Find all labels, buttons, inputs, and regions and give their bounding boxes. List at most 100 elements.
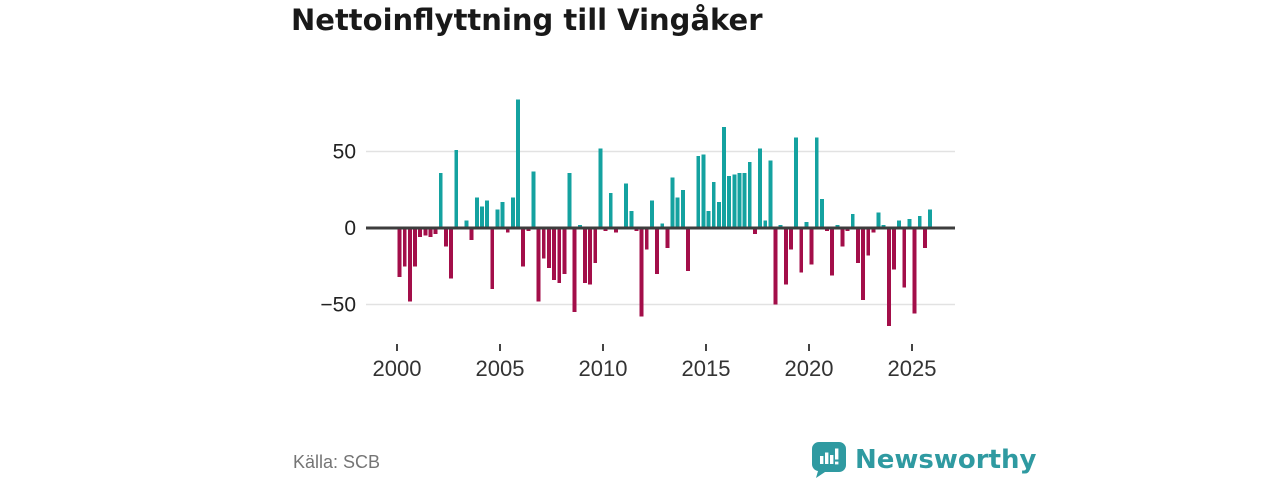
bar-2020-Q2	[814, 137, 819, 228]
bar-2023-Q1	[871, 228, 876, 233]
bar-2004-Q2	[485, 200, 490, 228]
bar-2002-Q3	[449, 228, 453, 279]
zero-axis-line	[366, 226, 955, 230]
bar-2003-Q3	[469, 228, 474, 241]
bar-2025-Q1	[912, 228, 917, 314]
bar-2004-Q1	[480, 206, 484, 228]
bar-2009-Q1	[583, 228, 587, 284]
bar-2020-Q3	[819, 198, 824, 228]
bar-2010-Q2	[608, 192, 613, 228]
bar-2012-Q1	[644, 228, 649, 250]
bar-2016-Q2	[732, 174, 737, 228]
bar-2025-Q4	[928, 209, 932, 228]
bar-2007-Q1	[541, 228, 546, 259]
bar-2023-Q3	[881, 224, 886, 228]
bar-2020-Q4	[825, 228, 829, 232]
bar-2014-Q4	[701, 154, 706, 228]
bar-2011-Q3	[634, 228, 639, 232]
bar-2008-Q2	[567, 172, 572, 228]
bar-2019-Q1	[789, 228, 793, 250]
bar-2021-Q4	[845, 228, 850, 232]
bar-2017-Q3	[758, 148, 762, 228]
bar-2024-Q3	[902, 228, 907, 288]
bar-2004-Q3	[490, 228, 495, 290]
bar-2023-Q4	[886, 228, 891, 326]
bar-2023-Q2	[876, 212, 881, 228]
chart-title: Nettoinflyttning till Vingåker	[291, 3, 763, 37]
bar-2012-Q4	[660, 223, 665, 228]
bar-2017-Q2	[752, 228, 757, 235]
bar-2015-Q2	[711, 182, 716, 228]
bar-2022-Q1	[850, 214, 855, 228]
bar-2016-Q1	[727, 175, 732, 228]
bar-2015-Q1	[706, 211, 711, 228]
bar-2016-Q4	[742, 172, 747, 228]
bar-2013-Q2	[670, 177, 675, 228]
bar-2017-Q1	[747, 162, 752, 228]
bar-2018-Q3	[778, 224, 783, 228]
bar-2019-Q3	[799, 228, 804, 273]
bar-2011-Q4	[639, 228, 644, 317]
bar-2014-Q1	[686, 228, 690, 271]
y-axis-label-50: 50	[333, 141, 356, 164]
bar-2008-Q1	[562, 228, 567, 274]
bar-2010-Q1	[603, 228, 608, 232]
x-axis-label-2020: 2020	[785, 356, 834, 381]
bar-2006-Q1	[521, 228, 526, 267]
bar-2007-Q4	[557, 228, 562, 284]
newsworthy-logo: Newsworthy	[812, 442, 1036, 478]
bar-2015-Q3	[716, 201, 721, 228]
bar-2017-Q4	[763, 220, 768, 228]
bar-2000-Q1	[397, 228, 402, 277]
x-axis-label-2005: 2005	[476, 356, 525, 381]
bar-2005-Q4	[516, 99, 520, 228]
bar-2003-Q2	[464, 220, 469, 228]
x-axis-label-2010: 2010	[579, 356, 628, 381]
bar-2010-Q3	[613, 228, 618, 233]
bar-2021-Q3	[840, 228, 845, 247]
bar-2002-Q2	[443, 228, 448, 247]
bar-2000-Q4	[413, 228, 417, 267]
bar-2022-Q4	[866, 228, 871, 256]
bar-2009-Q2	[588, 228, 593, 285]
bar-2000-Q3	[407, 228, 412, 302]
bar-2006-Q3	[531, 171, 536, 228]
bar-2001-Q2	[423, 228, 428, 236]
bar-2013-Q3	[675, 197, 680, 228]
bar-2007-Q2	[546, 228, 551, 268]
bar-2008-Q3	[572, 228, 577, 313]
bar-2024-Q2	[897, 220, 902, 228]
bar-2000-Q2	[402, 228, 407, 267]
y-axis-label--50: −50	[320, 294, 356, 317]
bar-2001-Q4	[433, 228, 438, 235]
bar-2018-Q1	[768, 160, 773, 228]
bar-2025-Q3	[922, 228, 927, 248]
bar-2012-Q2	[649, 200, 654, 228]
bar-2016-Q3	[737, 172, 742, 228]
bar-2018-Q4	[783, 228, 788, 285]
bar-2022-Q2	[855, 228, 860, 264]
bar-2011-Q1	[624, 183, 629, 228]
bar-2003-Q4	[474, 197, 479, 228]
bar-2025-Q2	[917, 215, 922, 228]
bar-2015-Q4	[722, 127, 726, 228]
newsworthy-bubble-chart-icon	[812, 442, 846, 478]
bar-2002-Q1	[438, 172, 443, 228]
bar-2013-Q1	[665, 228, 670, 248]
bar-2009-Q4	[598, 148, 603, 228]
bar-2006-Q2	[526, 228, 531, 232]
bar-2006-Q4	[536, 228, 541, 302]
bar-2024-Q4	[907, 218, 912, 228]
bar-2014-Q3	[696, 156, 701, 228]
bar-2018-Q2	[773, 228, 778, 305]
newsworthy-wordmark: Newsworthy	[855, 445, 1037, 475]
bar-2007-Q3	[552, 228, 556, 281]
bar-2005-Q1	[500, 201, 505, 228]
x-axis-label-2025: 2025	[888, 356, 937, 381]
bar-2024-Q1	[892, 228, 896, 270]
bar-2021-Q2	[835, 224, 840, 228]
bar-2012-Q3	[655, 228, 659, 274]
bar-2019-Q2	[794, 137, 799, 228]
